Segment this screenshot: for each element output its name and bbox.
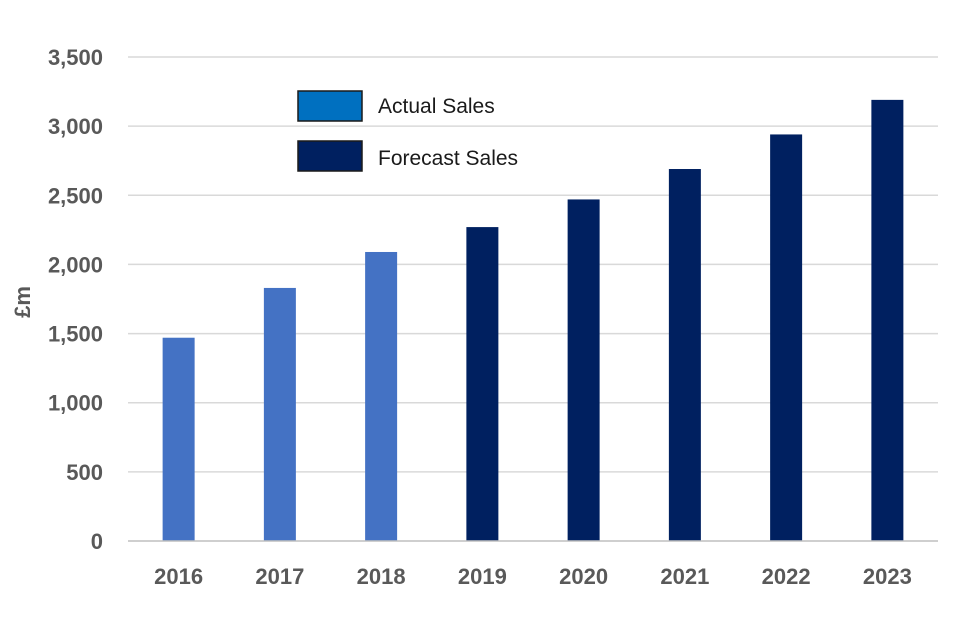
y-axis-tick-labels: 0 500 1,000 1,500 2,000 2,500 3,000 3,500 xyxy=(48,45,103,554)
legend-swatch-forecast-sales xyxy=(297,140,363,172)
legend-label-forecast-sales: Forecast Sales xyxy=(378,147,518,170)
bar-2021 xyxy=(668,169,701,542)
x-tick-label: 2016 xyxy=(154,564,203,589)
y-tick-label: 0 xyxy=(91,529,103,554)
x-axis-tick-labels: 2016 2017 2018 2019 2020 2021 2022 2023 xyxy=(154,564,912,589)
x-tick-label: 2020 xyxy=(559,564,608,589)
bar-2022 xyxy=(770,134,803,541)
bar-2019 xyxy=(466,227,499,541)
y-tick-label: 1,000 xyxy=(48,391,103,416)
legend: Actual Sales Forecast Sales xyxy=(297,90,518,172)
bars xyxy=(162,99,904,542)
y-tick-label: 3,000 xyxy=(48,114,103,139)
bar-2023 xyxy=(871,99,904,542)
y-tick-label: 2,000 xyxy=(48,252,103,277)
y-axis-label: £m xyxy=(10,286,35,318)
bar-2020 xyxy=(567,199,600,542)
x-tick-label: 2019 xyxy=(458,564,507,589)
y-tick-label: 500 xyxy=(66,460,103,485)
legend-label-actual-sales: Actual Sales xyxy=(378,95,495,118)
y-tick-label: 2,500 xyxy=(48,183,103,208)
bar-2016 xyxy=(162,337,195,541)
x-tick-label: 2018 xyxy=(357,564,406,589)
x-tick-label: 2022 xyxy=(762,564,811,589)
bar-2018 xyxy=(365,251,398,542)
y-tick-label: 1,500 xyxy=(48,322,103,347)
bar-2017 xyxy=(263,287,296,541)
legend-swatch-actual-sales xyxy=(297,90,363,122)
y-tick-label: 3,500 xyxy=(48,45,103,70)
gridlines xyxy=(128,56,938,473)
x-tick-label: 2021 xyxy=(660,564,709,589)
x-tick-label: 2017 xyxy=(255,564,304,589)
x-tick-label: 2023 xyxy=(863,564,912,589)
